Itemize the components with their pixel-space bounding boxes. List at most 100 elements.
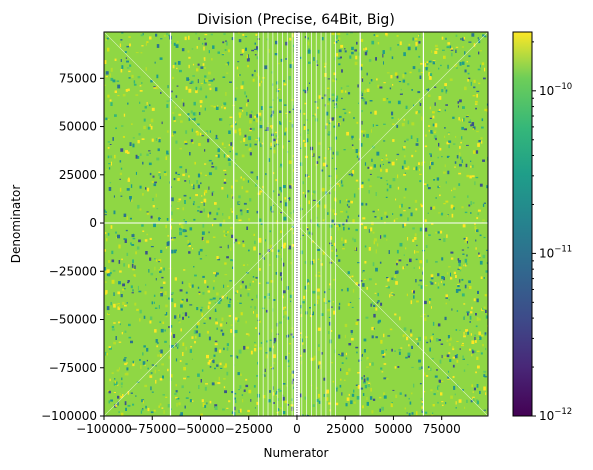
heatmap-cell	[107, 47, 110, 52]
heatmap-cell	[156, 85, 159, 90]
heatmap-cell	[479, 50, 482, 52]
heatmap-cell	[329, 283, 331, 286]
heatmap-cell	[475, 325, 478, 328]
heatmap-cell	[183, 269, 186, 271]
heatmap-cell	[204, 279, 207, 284]
heatmap-cell	[326, 397, 329, 401]
heatmap-cell	[410, 329, 412, 333]
heatmap-cell	[286, 316, 290, 320]
heatmap-cell	[139, 153, 142, 156]
heatmap-cell	[158, 269, 161, 271]
heatmap-cell	[255, 183, 257, 187]
heatmap-cell	[335, 255, 338, 257]
heatmap-cell	[446, 234, 448, 238]
heatmap-cell	[201, 236, 204, 241]
heatmap-cell	[441, 276, 445, 280]
heatmap-cell	[228, 315, 232, 317]
heatmap-cell	[120, 59, 122, 62]
heatmap-cell	[119, 187, 122, 192]
heatmap-cell	[383, 61, 384, 65]
heatmap-cell	[279, 165, 283, 168]
heatmap-cell	[179, 360, 182, 362]
heatmap-cell	[166, 150, 169, 154]
heatmap-cell	[170, 325, 173, 328]
heatmap-cell	[334, 106, 336, 109]
heatmap-cell	[477, 337, 480, 340]
heatmap-cell	[154, 61, 156, 64]
heatmap-cell	[140, 365, 142, 369]
heatmap-cell	[121, 258, 123, 261]
heatmap-cell	[371, 302, 374, 306]
heatmap-cell	[126, 67, 130, 69]
heatmap-cell	[259, 218, 262, 222]
heatmap-cell	[248, 249, 250, 252]
heatmap-cell	[440, 64, 442, 67]
heatmap-cell	[189, 391, 191, 394]
heatmap-cell	[482, 219, 485, 221]
heatmap-cell	[291, 33, 294, 38]
heatmap-cell	[120, 148, 124, 152]
heatmap-cell	[163, 410, 165, 414]
heatmap-cell	[291, 244, 295, 247]
heatmap-cell	[154, 329, 157, 333]
heatmap-cell	[299, 207, 302, 211]
heatmap-cell	[442, 49, 445, 51]
heatmap-cell	[109, 182, 112, 184]
heatmap-cell	[476, 217, 479, 220]
heatmap-cell	[302, 89, 306, 92]
heatmap-cell	[351, 51, 354, 55]
heatmap-cell	[458, 172, 462, 175]
heatmap-cell	[403, 52, 406, 57]
heatmap-cell	[343, 149, 346, 151]
heatmap-cell	[466, 174, 470, 178]
heatmap-cell	[331, 32, 335, 35]
heatmap-cell	[351, 275, 354, 278]
heatmap-cell	[287, 197, 291, 199]
heatmap-cell	[145, 251, 148, 255]
heatmap-cell	[467, 364, 469, 366]
heatmap-cell	[219, 323, 223, 327]
heatmap-cell	[228, 400, 231, 403]
heatmap-cell	[283, 242, 287, 246]
heatmap-cell	[318, 365, 320, 369]
heatmap-cell	[308, 61, 311, 64]
heatmap-cell	[211, 166, 215, 168]
heatmap-cell	[248, 136, 252, 141]
heatmap-cell	[267, 122, 270, 124]
heatmap-cell	[360, 280, 363, 282]
heatmap-cell	[262, 374, 266, 376]
heatmap-cell	[396, 262, 398, 266]
heatmap-cell	[419, 260, 423, 264]
heatmap-cell	[310, 193, 314, 195]
heatmap-cell	[199, 100, 203, 104]
heatmap-cell	[160, 328, 164, 333]
heatmap-cell	[366, 359, 368, 361]
heatmap-cell	[107, 232, 110, 236]
heatmap-cell	[400, 347, 403, 349]
heatmap-cell	[200, 66, 204, 69]
heatmap-cell	[125, 229, 128, 232]
heatmap-cell	[215, 106, 219, 110]
heatmap-cell	[302, 192, 305, 194]
heatmap-cell	[328, 175, 332, 177]
heatmap-cell	[399, 392, 402, 395]
heatmap-cell	[395, 281, 398, 285]
heatmap-cell	[340, 368, 342, 372]
heatmap-cell	[191, 128, 193, 132]
heatmap-cell	[227, 194, 229, 198]
heatmap-cell	[180, 299, 184, 303]
heatmap-cell	[420, 204, 424, 208]
heatmap-cell	[423, 391, 426, 393]
heatmap-cell	[419, 101, 421, 104]
heatmap-cell	[473, 79, 476, 83]
heatmap-cell	[240, 312, 243, 316]
heatmap-cell	[427, 212, 429, 214]
heatmap-cell	[379, 261, 382, 264]
heatmap-cell	[358, 151, 361, 156]
heatmap-cell	[429, 339, 431, 343]
heatmap-cell	[236, 215, 238, 219]
heatmap-cell	[424, 219, 427, 222]
heatmap-cell	[280, 212, 283, 214]
heatmap-cell	[217, 207, 220, 211]
heatmap-cell	[467, 312, 469, 316]
